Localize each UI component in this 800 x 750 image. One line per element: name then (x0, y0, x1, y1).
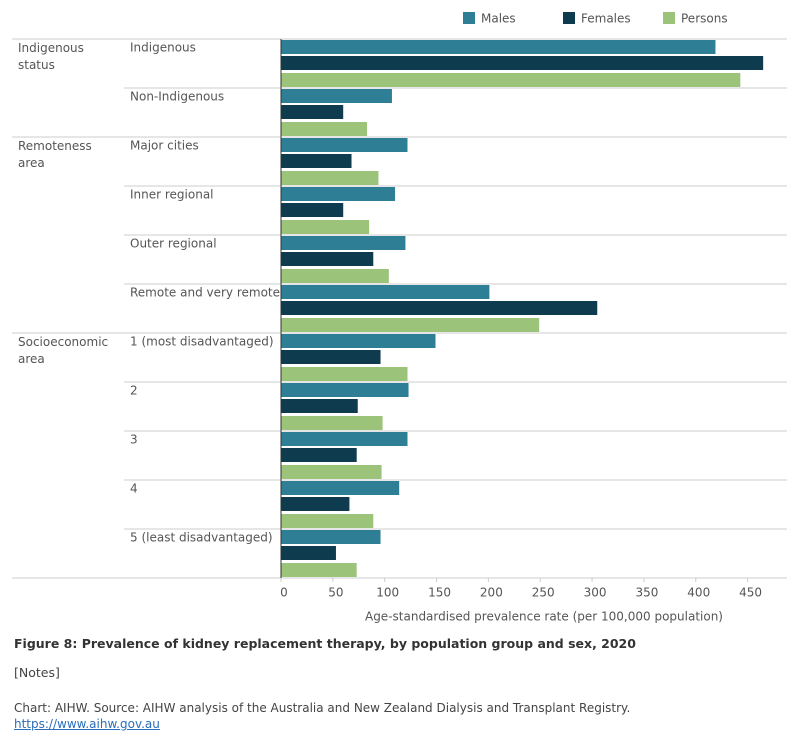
bar (281, 448, 357, 462)
bar (281, 73, 741, 87)
x-tick-label: 0 (280, 586, 288, 600)
bar (281, 546, 336, 560)
bar (281, 465, 382, 479)
link[interactable]: https://www.aihw.gov.au (14, 717, 160, 731)
group-label: Remoteness area (18, 139, 92, 170)
notes[interactable]: [Notes] (14, 665, 60, 680)
bar (281, 269, 389, 283)
bar (281, 481, 400, 495)
category-label: 3 (130, 433, 138, 447)
bar (281, 171, 379, 185)
bar (281, 563, 357, 577)
x-tick-label: 300 (584, 586, 607, 600)
bar (281, 530, 381, 544)
x-tick-label: 200 (480, 586, 503, 600)
bar (281, 367, 408, 381)
bar (281, 334, 436, 348)
bar (281, 220, 370, 234)
bar (281, 514, 374, 528)
legend-label: Males (481, 12, 516, 26)
category-label: Non-Indigenous (130, 90, 224, 104)
bar (281, 285, 490, 299)
legend-label: Females (581, 12, 631, 26)
category-label: Outer regional (130, 237, 217, 251)
category-label: Major cities (130, 139, 199, 153)
category-label: 5 (least disadvantaged) (130, 531, 273, 545)
bar (281, 350, 381, 364)
legend-swatch (663, 12, 675, 24)
category-label: 2 (130, 384, 138, 398)
caption: Figure 8: Prevalence of kidney replaceme… (14, 636, 636, 651)
category-label: 4 (130, 482, 138, 496)
bar (281, 105, 344, 119)
bar (281, 318, 540, 332)
bar (281, 203, 344, 217)
bar (281, 40, 716, 54)
x-tick-label: 400 (687, 586, 710, 600)
bar (281, 416, 383, 430)
x-tick-label: 100 (376, 586, 399, 600)
chart: Males Females Persons Indigenous Non-Indigen… (12, 12, 787, 624)
bar (281, 399, 358, 413)
bar (281, 252, 374, 266)
bar (281, 301, 598, 315)
bar (281, 56, 764, 70)
bar (281, 497, 350, 511)
x-tick-label: 150 (428, 586, 451, 600)
bar (281, 187, 396, 201)
x-tick-label: 50 (328, 586, 343, 600)
x-axis-label: Age-standardised prevalence rate (per 10… (365, 610, 723, 624)
x-tick-label: 450 (739, 586, 762, 600)
bar (281, 154, 352, 168)
legend-swatch (563, 12, 575, 24)
category-label: Remote and very remote (130, 286, 280, 300)
bar (281, 236, 406, 250)
x-tick-label: 250 (532, 586, 555, 600)
legend-swatch (463, 12, 475, 24)
bar (281, 122, 368, 136)
category-label: Inner regional (130, 188, 214, 202)
category-label: Indigenous (130, 41, 196, 55)
legend-label: Persons (681, 12, 728, 26)
bar (281, 432, 408, 446)
source: Chart: AIHW. Source: AIHW analysis of th… (14, 701, 631, 715)
bar (281, 89, 392, 103)
category-label: 1 (most disadvantaged) (130, 335, 274, 349)
group-label: Socioeconomic area (18, 335, 109, 366)
group-label: Indigenous status (18, 41, 84, 72)
bar (281, 383, 409, 397)
x-tick-label: 350 (635, 586, 658, 600)
bar (281, 138, 408, 152)
